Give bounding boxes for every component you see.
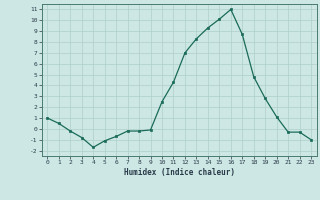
X-axis label: Humidex (Indice chaleur): Humidex (Indice chaleur) [124,168,235,177]
